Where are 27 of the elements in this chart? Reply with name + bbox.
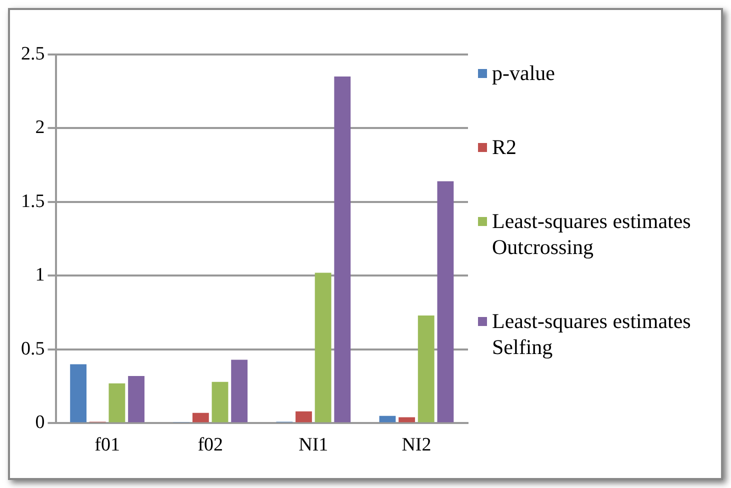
bar	[108, 383, 126, 422]
bar	[398, 417, 416, 422]
bar	[314, 272, 332, 422]
y-tick-label: 2.5	[21, 43, 45, 64]
bar	[379, 416, 396, 422]
x-tick-label: f01	[94, 434, 120, 456]
bar	[418, 316, 434, 422]
y-tick-label: 2	[35, 117, 45, 138]
bar	[334, 76, 351, 422]
bar	[128, 376, 144, 422]
x-tick-label: f02	[198, 434, 224, 456]
y-tick-label: 0.5	[21, 338, 45, 360]
legend-label: R2	[492, 134, 517, 160]
bar	[192, 412, 209, 422]
bar	[212, 382, 228, 422]
bar	[231, 360, 248, 422]
y-tick-label: 1.5	[21, 190, 45, 212]
legend-label: Least-squares estimates Selfing	[492, 308, 692, 360]
legend-label: Least-squares estimates Outcrossing	[492, 208, 692, 260]
bar	[437, 181, 454, 422]
bar	[70, 364, 87, 422]
x-tick-label: NI2	[402, 434, 432, 456]
bar	[296, 411, 312, 422]
y-tick-label: 0	[35, 412, 45, 434]
y-tick-label: 1	[35, 264, 45, 286]
legend-label: p-value	[492, 60, 555, 86]
x-tick-label: NI1	[298, 434, 328, 456]
